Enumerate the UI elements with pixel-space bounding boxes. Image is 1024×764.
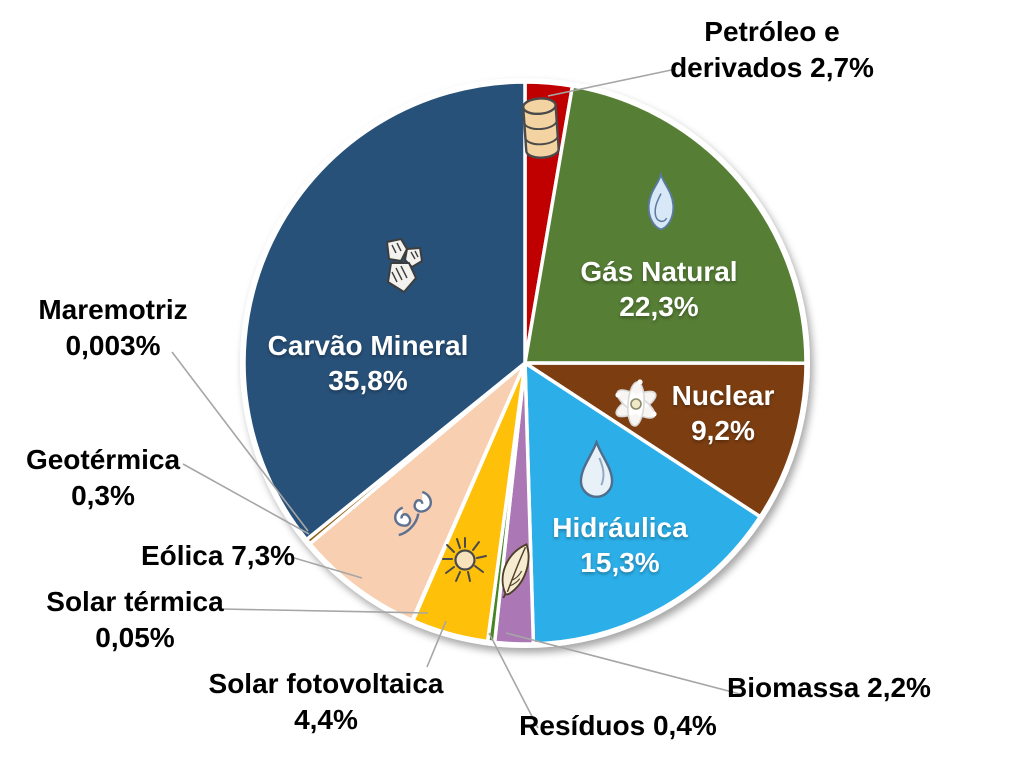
slice-label-nuclear-value: 9,2% [691, 415, 755, 446]
leaf-icon [501, 543, 530, 598]
callout-residuos: Resíduos 0,4% [468, 708, 768, 744]
atom-icon [615, 379, 657, 427]
leader-eolica [290, 556, 363, 579]
callout-maremotriz-line2: 0,003% [65, 330, 161, 361]
slice-label-carvao-value: 35,8% [328, 365, 408, 396]
pie-slice-hidraulica [523, 361, 762, 646]
leader-solar-termica [221, 608, 429, 614]
pie-slice-eolica [308, 361, 527, 623]
slice-label-gas-name: Gás Natural [580, 256, 738, 287]
callout-geotermica: Geotérmica 0,3% [0, 442, 206, 514]
callout-solar-fotovoltaica-line2: 4,4% [294, 704, 358, 735]
leader-solar-fotovoltaica [426, 620, 447, 668]
gas-flame-icon [647, 172, 675, 231]
sun-icon [442, 537, 487, 582]
callout-eolica-line1: Eólica 7,3% [140, 540, 296, 571]
slice-label-gas-value: 22,3% [619, 291, 699, 322]
callout-geotermica-line1: Geotérmica [25, 444, 181, 475]
slice-label-carvao-mineral: Carvão Mineral 35,8% [218, 328, 518, 398]
leader-lines-group [171, 68, 741, 729]
callout-solar-fotovoltaica-line1: Solar fotovoltaica [208, 668, 444, 699]
slice-label-nuclear-name: Nuclear [671, 380, 775, 411]
leader-geotermica [182, 463, 310, 535]
oil-barrel-icon [521, 97, 560, 159]
slice-label-nuclear: Nuclear 9,2% [623, 378, 823, 448]
callout-maremotriz: Maremotriz 0,003% [3, 292, 223, 364]
callout-residuos-line1: Resíduos 0,4% [519, 710, 717, 741]
leader-maremotriz [171, 351, 309, 532]
slice-label-hidraulica-value: 15,3% [580, 547, 660, 578]
coal-icon [386, 238, 423, 293]
callout-petroleo: Petróleo e derivados 2,7% [612, 14, 932, 86]
callout-solar-termica-line2: 0,05% [95, 622, 175, 653]
pie-slice-nuclear [523, 361, 808, 519]
pie-slice-carvao-mineral [242, 80, 527, 542]
callout-solar-fotovoltaica: Solar fotovoltaica 4,4% [156, 666, 496, 738]
leader-biomassa [505, 632, 741, 695]
slice-label-hidraulica: Hidráulica 15,3% [495, 510, 745, 580]
slice-label-gas-natural: Gás Natural 22,3% [534, 254, 784, 324]
callout-petroleo-line1: Petróleo e [704, 16, 840, 47]
callout-maremotriz-line1: Maremotriz [38, 294, 188, 325]
leader-residuos [488, 632, 539, 729]
callout-solar-termica-line1: Solar térmica [46, 586, 224, 617]
water-drop-icon [579, 440, 614, 498]
pie-slices-group [242, 80, 808, 646]
wind-icon [394, 490, 432, 537]
callout-geotermica-line2: 0,3% [71, 480, 135, 511]
slice-label-hidraulica-name: Hidráulica [552, 512, 688, 543]
callout-biomassa: Biomassa 2,2% [669, 670, 989, 706]
callout-eolica: Eólica 7,3% [78, 538, 358, 574]
slice-label-carvao-name: Carvão Mineral [267, 330, 469, 361]
callout-solar-termica: Solar térmica 0,05% [10, 584, 260, 656]
callout-petroleo-line2: derivados 2,7% [670, 52, 874, 83]
callout-biomassa-line1: Biomassa 2,2% [727, 672, 931, 703]
leader-petroleo [547, 68, 677, 97]
